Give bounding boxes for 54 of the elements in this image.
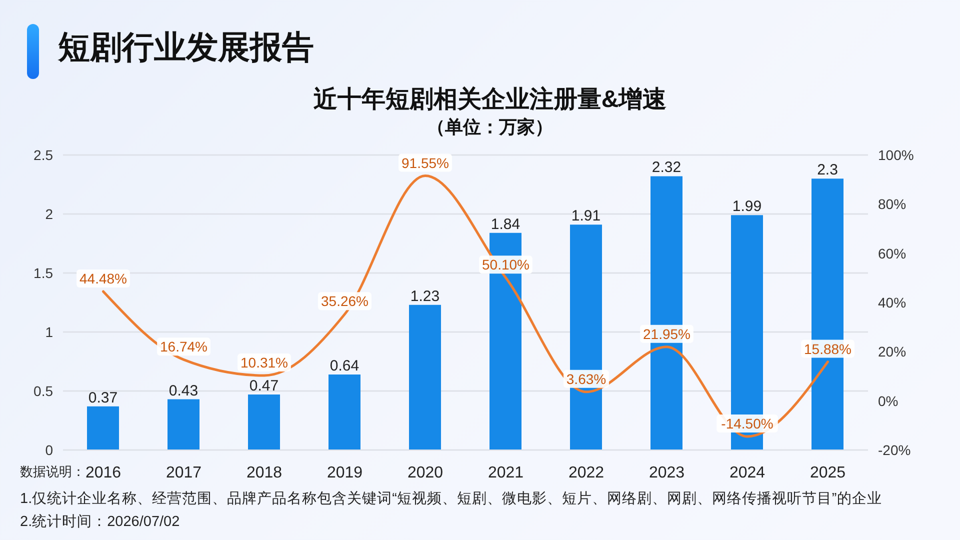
y2-tick-label: 80%: [878, 196, 906, 212]
data-label: 16.74%: [160, 338, 208, 355]
data-label: 15.88%: [804, 340, 852, 357]
data-label: 21.95%: [643, 326, 690, 342]
y2-tick-label: 0%: [878, 392, 898, 409]
data-label: 0.47: [249, 378, 279, 395]
chart-title: 近十年短剧相关企业注册量&增速: [312, 85, 668, 115]
y2-tick-label: 100%: [878, 146, 914, 163]
x-tick-label: 2016: [85, 464, 122, 482]
data-label: 50.10%: [482, 256, 530, 273]
y-tick-label: 0: [45, 442, 54, 458]
x-tick-label: 2017: [166, 464, 202, 482]
text: 2.统计时间：2026/07/02: [20, 513, 180, 531]
data-label: 44.48%: [80, 270, 127, 286]
data-label: 10.31%: [240, 354, 288, 370]
y2-tick-label: 60%: [878, 245, 906, 262]
data-label: -14.50%: [721, 415, 774, 432]
data-label: 0.37: [88, 389, 118, 406]
bar: [409, 304, 441, 450]
bar: [248, 394, 280, 450]
text: 短剧行业发展报告: [58, 28, 314, 67]
data-label: 2.32: [652, 159, 682, 176]
bar: [87, 406, 119, 450]
y2-tick-label: 40%: [878, 294, 906, 310]
y-tick-label: 2: [45, 206, 54, 222]
data-label: 1.99: [732, 198, 762, 216]
x-tick-label: 2021: [488, 464, 524, 482]
x-tick-label: 2025: [810, 464, 846, 482]
x-tick-label: 2024: [729, 464, 766, 482]
chart-subtitle: （单位：万家）: [426, 116, 554, 139]
data-label: 1.91: [571, 208, 601, 225]
x-tick-label: 2023: [648, 464, 685, 482]
data-label: 35.26%: [321, 293, 368, 310]
text: 1.仅统计企业名称、经营范围、品牌产品名称包含关键词“短视频、短剧、微电影、短片、网络剧、网剧、网络传播视听节目”的企业: [20, 490, 882, 508]
data-label: 3.63%: [566, 370, 606, 387]
y-tick-label: 0.5: [34, 382, 54, 399]
y2-tick-label: -20%: [878, 442, 911, 458]
y-tick-label: 2.5: [34, 146, 54, 163]
bar: [168, 399, 200, 450]
data-label: 0.64: [330, 357, 360, 374]
x-tick-label: 2022: [568, 464, 604, 482]
data-label: 1.23: [410, 288, 440, 305]
data-label: 0.43: [168, 382, 198, 400]
data-label: 91.55%: [402, 154, 449, 171]
text: 数据说明：: [20, 463, 85, 481]
data-label: 1.84: [490, 216, 520, 233]
x-tick-label: 2018: [246, 464, 282, 482]
x-tick-label: 2019: [326, 464, 363, 482]
data-label: 2.3: [817, 162, 838, 179]
bar: [328, 374, 360, 450]
y-tick-label: 1.5: [34, 264, 54, 281]
x-tick-label: 2020: [407, 464, 444, 482]
y2-tick-label: 20%: [878, 344, 906, 360]
y-tick-label: 1: [45, 324, 54, 340]
